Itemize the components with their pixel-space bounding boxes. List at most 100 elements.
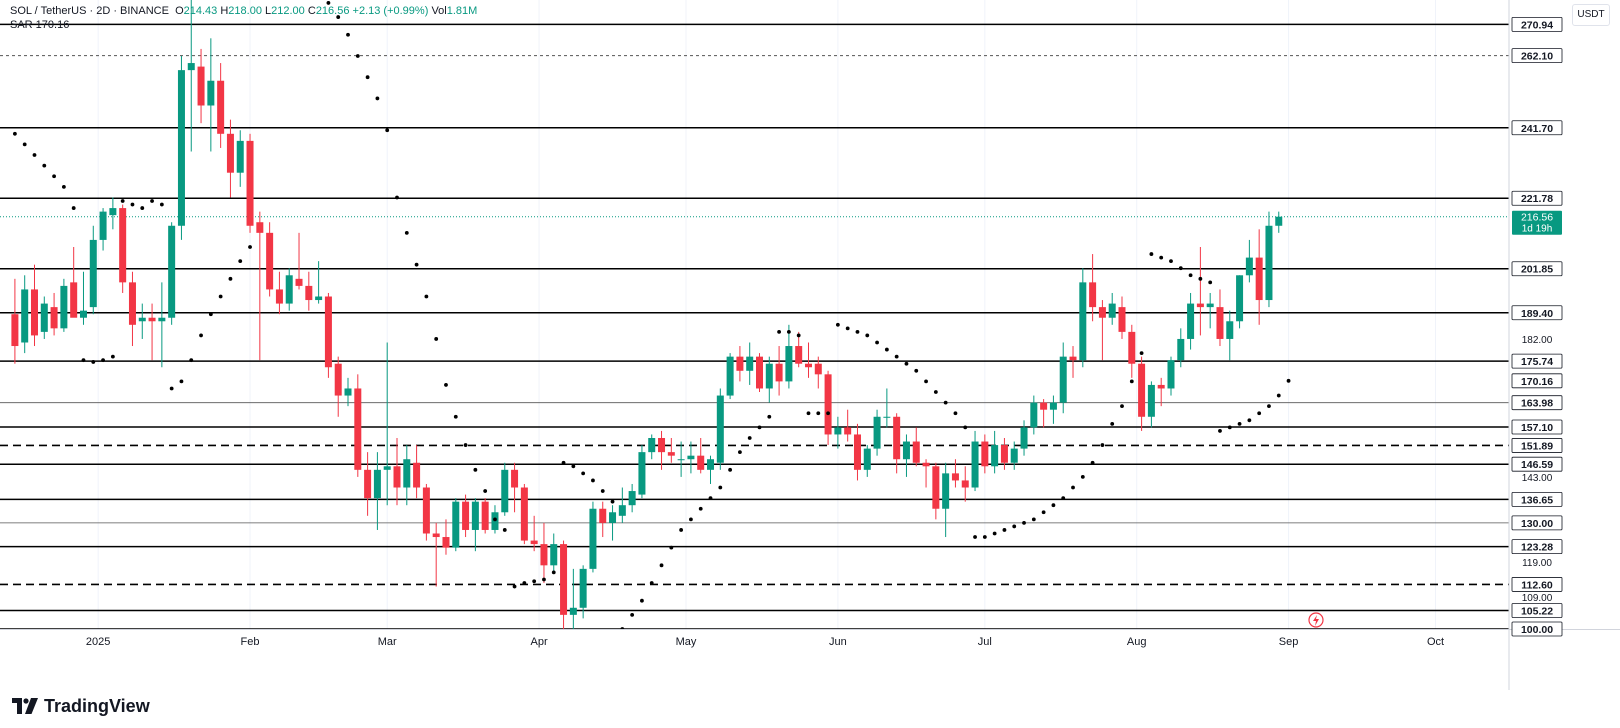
candle-up[interactable]	[1265, 225, 1273, 301]
candle-down[interactable]	[295, 278, 303, 286]
candle-up[interactable]	[1059, 356, 1067, 403]
candle-up[interactable]	[207, 80, 215, 106]
candle-down[interactable]	[217, 80, 225, 134]
candle-down[interactable]	[393, 466, 401, 488]
candle-down[interactable]	[795, 346, 803, 364]
candle-up[interactable]	[863, 448, 871, 470]
price-level-badge[interactable]	[1511, 395, 1563, 411]
candle-up[interactable]	[707, 459, 715, 470]
price-level-badge[interactable]	[1511, 621, 1563, 637]
candle-down[interactable]	[1040, 402, 1048, 410]
candle-down[interactable]	[462, 501, 470, 530]
price-chart[interactable]: 2025 Feb Mar Apr May Jun Jul Aug Sep Oct 182.00 143…	[0, 0, 1620, 690]
candle-down[interactable]	[364, 469, 372, 499]
candle-up[interactable]	[383, 466, 391, 470]
candle-up[interactable]	[158, 317, 166, 322]
candle-down[interactable]	[422, 487, 430, 534]
candle-down[interactable]	[1118, 307, 1126, 332]
candle-down[interactable]	[844, 427, 852, 435]
candle-up[interactable]	[1167, 360, 1175, 389]
candle-down[interactable]	[1089, 282, 1097, 308]
candle-up[interactable]	[89, 239, 97, 308]
candle-down[interactable]	[599, 508, 607, 523]
current-price-badge[interactable]	[1512, 210, 1562, 235]
symbol-pair[interactable]: SOL / TetherUS · 2D · BINANCE	[10, 5, 169, 17]
candle-up[interactable]	[452, 501, 460, 548]
candle-down[interactable]	[824, 374, 832, 435]
candle-up[interactable]	[589, 508, 597, 569]
price-level-badge[interactable]	[1511, 305, 1563, 321]
candle-up[interactable]	[991, 445, 999, 467]
candle-up[interactable]	[942, 473, 950, 509]
candle-up[interactable]	[403, 459, 411, 488]
candle-down[interactable]	[922, 462, 930, 467]
candle-up[interactable]	[628, 491, 636, 506]
candle-up[interactable]	[471, 501, 479, 530]
candle-up[interactable]	[344, 388, 352, 396]
candle-up[interactable]	[99, 211, 107, 240]
candle-up[interactable]	[609, 512, 617, 523]
price-level-badge[interactable]	[1511, 491, 1563, 507]
chart-canvas[interactable]: 2025 Feb Mar Apr May Jun Jul Aug Sep Oct 182.00 143…	[0, 0, 1620, 690]
candle-down[interactable]	[442, 537, 450, 548]
candle-down[interactable]	[11, 314, 19, 347]
candle-up[interactable]	[1030, 402, 1038, 428]
candle-up[interactable]	[677, 459, 685, 461]
candle-down[interactable]	[1196, 303, 1204, 308]
candle-up[interactable]	[285, 275, 293, 304]
candle-down[interactable]	[1255, 257, 1263, 301]
candle-down[interactable]	[30, 289, 38, 336]
candle-down[interactable]	[697, 455, 705, 470]
candle-down[interactable]	[961, 480, 969, 488]
price-level-badge[interactable]	[1511, 603, 1563, 618]
candle-up[interactable]	[726, 356, 734, 396]
candle-down[interactable]	[119, 208, 127, 283]
candle-down[interactable]	[560, 544, 568, 615]
candle-up[interactable]	[648, 437, 656, 453]
candle-down[interactable]	[275, 289, 283, 304]
candle-up[interactable]	[638, 452, 646, 495]
candle-down[interactable]	[305, 285, 313, 301]
candle-up[interactable]	[687, 455, 695, 460]
candle-up[interactable]	[1147, 384, 1155, 417]
candle-up[interactable]	[550, 544, 558, 566]
candle-up[interactable]	[315, 296, 323, 301]
candle-up[interactable]	[765, 363, 773, 389]
candle-up[interactable]	[746, 356, 754, 371]
candle-up[interactable]	[971, 441, 979, 488]
candle-down[interactable]	[658, 437, 666, 453]
candle-up[interactable]	[1020, 427, 1028, 449]
candle-down[interactable]	[50, 307, 58, 329]
candle-down[interactable]	[756, 356, 763, 389]
candle-down[interactable]	[1157, 384, 1165, 389]
price-level-badge[interactable]	[1511, 190, 1563, 206]
candle-down[interactable]	[413, 462, 421, 488]
candle-up[interactable]	[1245, 257, 1253, 276]
candle-up[interactable]	[902, 441, 910, 460]
candle-up[interactable]	[138, 317, 146, 322]
candle-down[interactable]	[540, 544, 548, 566]
candle-down[interactable]	[530, 540, 538, 545]
price-level-badge[interactable]	[1511, 16, 1563, 32]
candle-down[interactable]	[667, 452, 675, 456]
candle-down[interactable]	[932, 466, 940, 509]
candle-up[interactable]	[1275, 216, 1283, 226]
price-level-badge[interactable]	[1511, 48, 1563, 64]
price-level-badge[interactable]	[1511, 577, 1563, 592]
candle-down[interactable]	[354, 388, 362, 470]
candle-down[interactable]	[226, 133, 234, 173]
candle-down[interactable]	[246, 140, 254, 226]
candle-down[interactable]	[1069, 356, 1077, 361]
candle-up[interactable]	[873, 416, 881, 449]
candle-up[interactable]	[373, 469, 381, 499]
candle-down[interactable]	[951, 473, 959, 481]
tradingview-logo[interactable]: TradingView	[12, 694, 150, 718]
price-level-badge[interactable]	[1511, 419, 1563, 435]
candle-up[interactable]	[109, 208, 117, 216]
candle-down[interactable]	[128, 282, 136, 325]
candle-up[interactable]	[501, 469, 509, 513]
price-level-badge[interactable]	[1511, 456, 1563, 472]
sar-indicator-legend[interactable]: SAR 170.16	[10, 19, 70, 31]
candle-up[interactable]	[618, 505, 626, 516]
candle-down[interactable]	[775, 363, 783, 382]
